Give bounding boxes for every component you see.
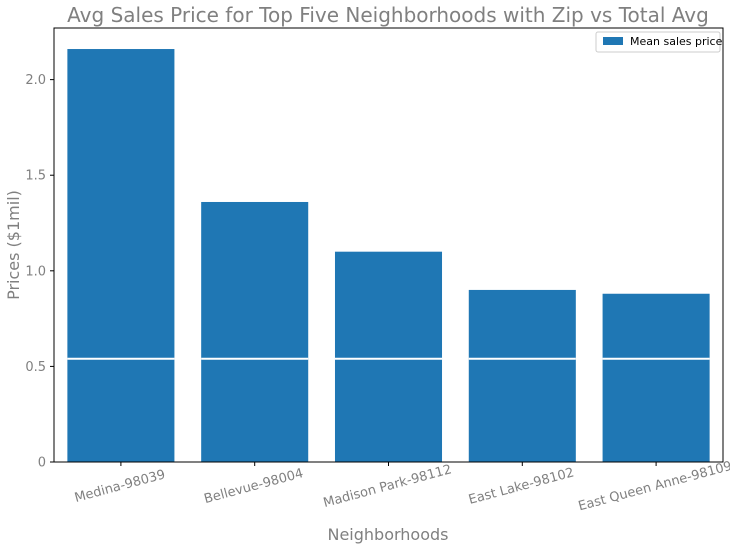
legend: Mean sales price [595, 31, 723, 53]
bar-1 [67, 49, 175, 462]
y-tick-label: 2.0 [25, 73, 46, 88]
x-tick-label: Bellevue-98004 [203, 466, 306, 507]
x-axis: Medina-98039 Bellevue-98004 Madison Park-9… [73, 459, 730, 514]
plot-area [53, 27, 724, 463]
chart-title: Avg Sales Price for Top Five Neighborhoo… [67, 3, 709, 27]
x-tick-label: East Lake-98102 [467, 465, 576, 508]
x-tick-label: Medina-98039 [73, 467, 167, 506]
y-tick-label: 1.5 [25, 169, 46, 184]
y-axis-label: Prices ($1mil) [4, 190, 23, 300]
y-tick-label: 0.5 [25, 360, 46, 375]
x-axis-label: Neighborhoods [327, 525, 448, 544]
legend-swatch [603, 37, 623, 45]
bar-4 [468, 289, 576, 462]
bar-3 [334, 251, 443, 462]
x-tick-label: Madison Park-98112 [322, 462, 454, 511]
y-axis: 0 0.5 1.0 1.5 2.0 [25, 73, 54, 471]
legend-label: Mean sales price [630, 35, 723, 48]
x-tick-label: East Queen Anne-98109 [577, 459, 730, 514]
y-tick-label: 0 [38, 456, 46, 471]
bar-2 [201, 201, 309, 463]
bar-5 [602, 293, 710, 462]
legend-box [595, 31, 721, 53]
y-tick-label: 1.0 [25, 264, 46, 279]
